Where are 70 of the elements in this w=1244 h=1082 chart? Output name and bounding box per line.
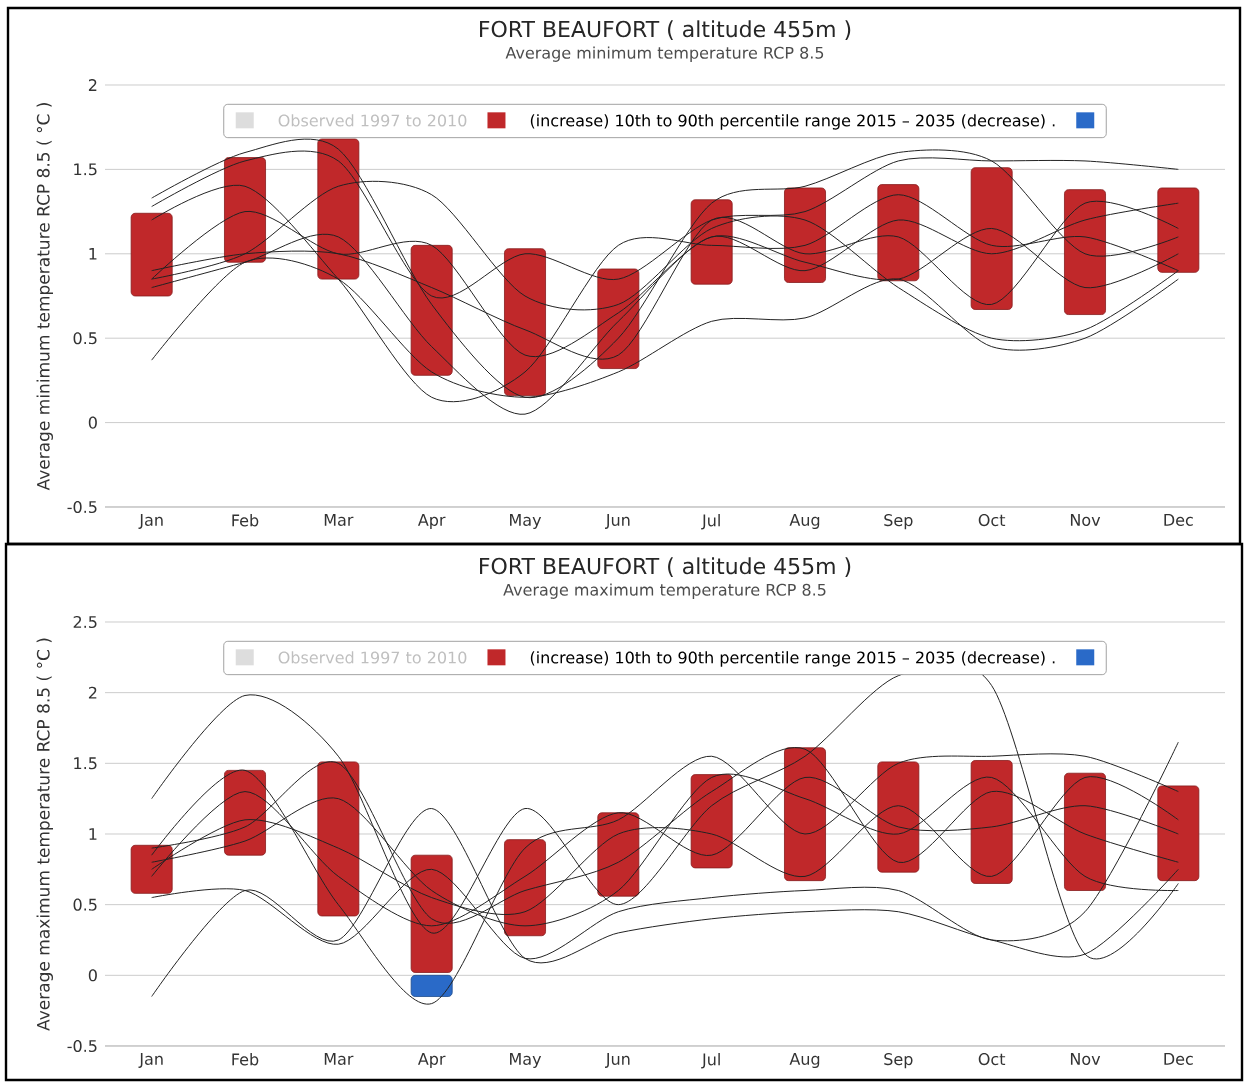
x-tick-label: Jan: [138, 514, 163, 529]
bar: [317, 761, 360, 917]
legend-label: (increase) 10th to 90th percentile range 2015 – 2035 (decrease) .: [530, 114, 1055, 130]
chart-subtitle: Average maximum temperature RCP 8.5: [503, 583, 826, 599]
legend-label: Observed 1997 to 2010: [278, 651, 467, 664]
chart-subtitle: Average minimum temperature RCP 8.5: [505, 46, 824, 62]
x-tick-label: Jan: [138, 1053, 163, 1068]
bar: [224, 157, 266, 263]
x-tick-label: Apr: [417, 1053, 446, 1069]
y-tick-label: 1.5: [74, 757, 97, 770]
x-tick-label: Apr: [417, 514, 446, 530]
bar: [130, 844, 173, 894]
bar: [1064, 189, 1106, 315]
bar: [317, 138, 360, 280]
x-tick-label: May: [510, 1053, 542, 1069]
y-tick-label: 2: [88, 686, 97, 699]
y-tick-label: -0.5: [67, 1039, 97, 1053]
bar: [784, 747, 826, 882]
y-tick-label: 1: [89, 247, 97, 260]
bar: [784, 187, 826, 283]
bar: [1064, 772, 1106, 891]
bar: [504, 839, 546, 937]
y-tick-label: 1.5: [74, 163, 97, 176]
bar: [130, 212, 173, 297]
y-tick-label: -0.5: [67, 500, 97, 514]
bar: [1157, 785, 1200, 882]
x-tick-label: Mar: [324, 514, 354, 526]
chart-title: FORT BEAUFORT ( altitude 455m ): [480, 557, 851, 577]
x-tick-label: Feb: [232, 1053, 259, 1066]
y-tick-label: 1: [89, 828, 97, 840]
x-tick-label: Oct: [978, 514, 1006, 527]
y-tick-label: 2.5: [73, 615, 97, 629]
x-tick-label: Nov: [1070, 1053, 1101, 1065]
bar: [597, 812, 640, 897]
x-tick-label: Sep: [884, 514, 913, 530]
bar: [410, 974, 453, 997]
bar: [877, 761, 920, 873]
x-tick-label: Jun: [605, 1053, 630, 1068]
bar: [410, 244, 453, 376]
bar: [1157, 187, 1200, 273]
bar: [970, 167, 1013, 310]
x-tick-label: May: [510, 514, 542, 530]
x-tick-label: Dec: [1164, 514, 1193, 526]
y-axis-title: Average minimum temperature RCP 8.5 ( °C ): [36, 103, 53, 491]
y-tick-label: 0.5: [73, 332, 97, 345]
x-tick-label: Mar: [324, 1053, 354, 1065]
legend-label: Observed 1997 to 2010: [278, 114, 467, 127]
legend-label: (increase) 10th to 90th percentile range 2015 – 2035 (decrease) .: [530, 651, 1055, 667]
y-tick-label: 0.5: [73, 898, 97, 911]
x-tick-label: Aug: [789, 514, 820, 530]
bar: [970, 760, 1013, 884]
x-tick-label: Jun: [605, 514, 630, 529]
x-tick-label: Jul: [701, 1053, 720, 1069]
bar: [690, 774, 733, 869]
x-tick-label: Nov: [1070, 514, 1101, 526]
bar: [504, 248, 546, 396]
x-tick-label: Jul: [701, 514, 720, 530]
bar: [410, 854, 453, 973]
y-axis-title: Average maximum temperature RCP 8.5 ( °C ): [36, 638, 53, 1031]
x-tick-label: Oct: [978, 1053, 1006, 1066]
y-tick-label: 0: [88, 416, 97, 429]
x-tick-label: Feb: [232, 514, 259, 527]
bar: [224, 769, 266, 856]
y-tick-label: 0: [88, 969, 97, 982]
chart-title: FORT BEAUFORT ( altitude 455m ): [480, 20, 851, 40]
x-tick-label: Sep: [884, 1053, 913, 1069]
y-tick-label: 2: [88, 79, 97, 91]
x-tick-label: Aug: [789, 1053, 820, 1069]
bar: [877, 184, 920, 282]
x-tick-label: Dec: [1164, 1053, 1193, 1065]
